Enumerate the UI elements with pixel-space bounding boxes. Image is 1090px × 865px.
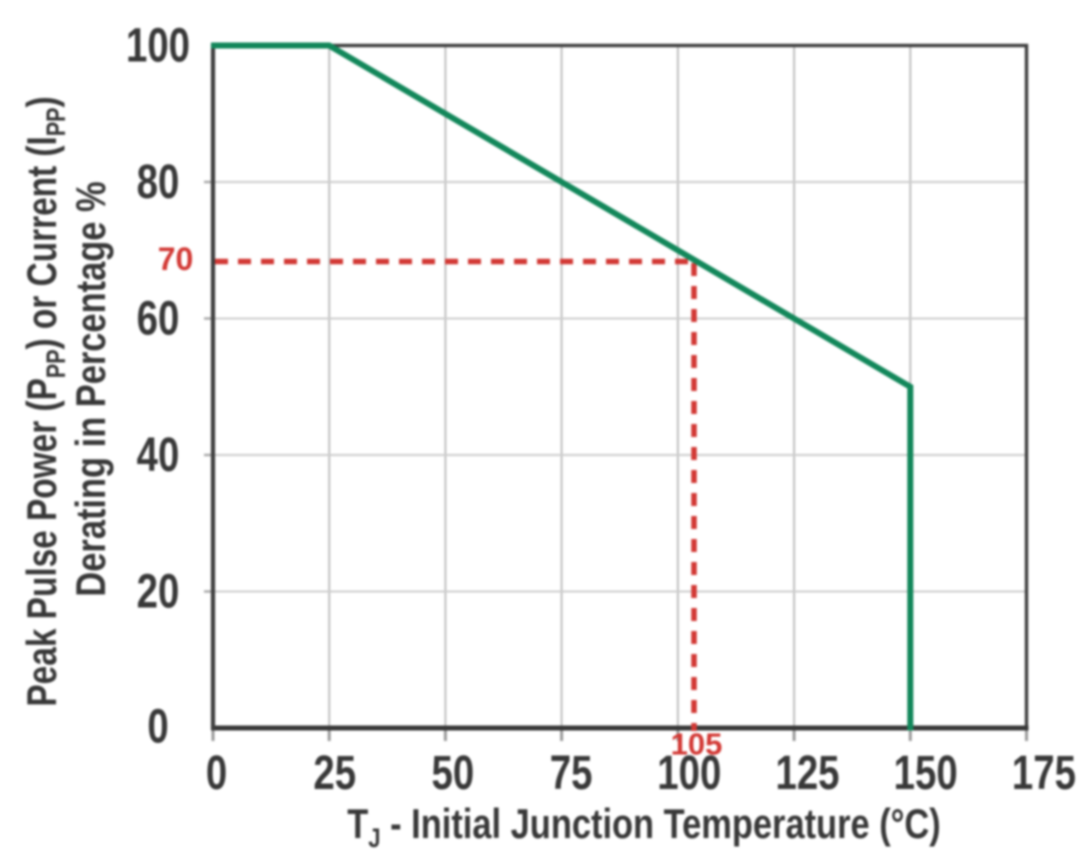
svg-text:20: 20	[137, 566, 180, 619]
svg-text:105: 105	[671, 727, 723, 762]
svg-text:125: 125	[775, 747, 839, 800]
svg-text:0: 0	[147, 701, 168, 754]
svg-text:80: 80	[137, 156, 180, 209]
svg-text:75: 75	[550, 747, 593, 800]
svg-text:Derating in Percentage %: Derating in Percentage %	[68, 181, 115, 596]
svg-text:100: 100	[657, 747, 721, 800]
svg-text:25: 25	[313, 747, 356, 800]
svg-text:50: 50	[432, 747, 475, 800]
svg-text:Peak Pulse Power (PPP) or Curr: Peak Pulse Power (PPP) or Current (IPP)	[19, 96, 71, 706]
svg-text:100: 100	[126, 20, 190, 73]
svg-text:150: 150	[894, 747, 958, 800]
svg-text:40: 40	[137, 429, 180, 482]
svg-text:175: 175	[1012, 747, 1076, 800]
svg-text:70: 70	[158, 241, 194, 277]
svg-text:TJ - Initial Junction Temperat: TJ - Initial Junction Temperature (°C)	[347, 801, 941, 854]
svg-text:60: 60	[137, 293, 180, 346]
svg-text:0: 0	[206, 747, 227, 800]
